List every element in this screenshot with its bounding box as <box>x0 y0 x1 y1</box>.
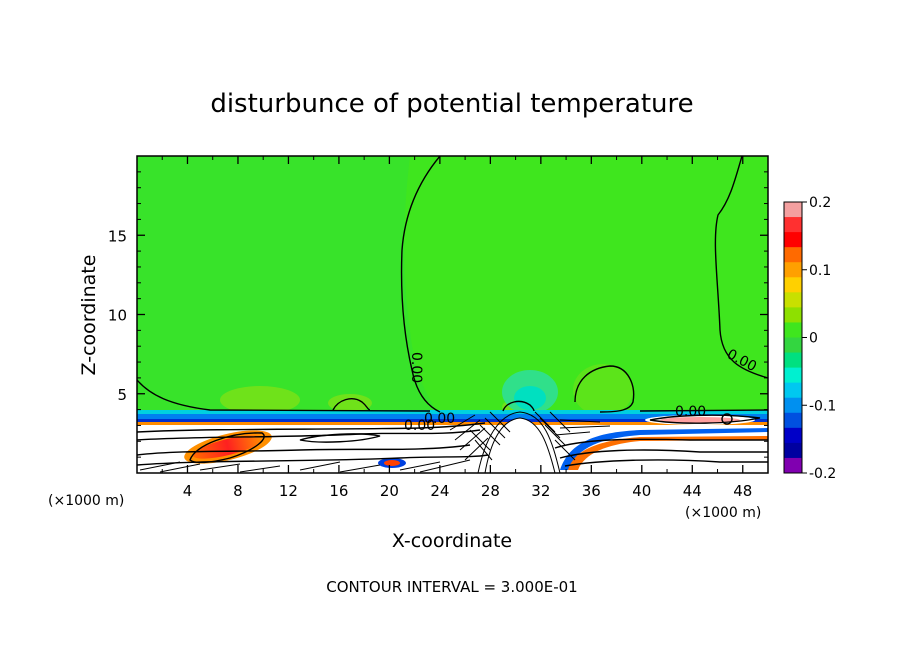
colorbar-tick-label: -0.2 <box>809 466 836 482</box>
colorbar-segment <box>784 247 802 263</box>
y-tick-label: 15 <box>108 227 127 245</box>
contour-interval-note: CONTOUR INTERVAL = 3.000E-01 <box>326 578 577 596</box>
colorbar-segment <box>784 202 802 218</box>
inversion-band <box>137 422 768 425</box>
x-tick-label: 36 <box>582 482 601 500</box>
x-tick-label: 24 <box>430 482 449 500</box>
colorbar-tick-label: 0 <box>809 331 818 347</box>
contour-left-edge <box>137 379 431 412</box>
contour-zero-right <box>714 156 768 379</box>
field-upper-region <box>137 156 440 415</box>
terrain-hill <box>485 418 555 473</box>
colorbar-segment <box>784 262 802 278</box>
contour-zero-left <box>400 156 441 413</box>
cold-blob <box>514 386 546 410</box>
inversion-band <box>137 419 768 422</box>
colorbar-segment <box>784 232 802 248</box>
warm-blob <box>573 364 633 416</box>
contour-right-lens <box>649 414 761 424</box>
x-tick-label: 40 <box>632 482 651 500</box>
warm-blob <box>220 386 300 414</box>
colorbar-segment <box>784 292 802 308</box>
colorbar-segment <box>784 457 802 474</box>
contour-boundary <box>564 459 768 467</box>
colorbar-segment <box>784 367 802 384</box>
x-tick-label: 20 <box>380 482 399 500</box>
colorbar-ticks: 0.2 0.1 0 -0.1 -0.2 <box>802 195 836 482</box>
colorbar-segment <box>784 442 802 459</box>
x-tick-label: 4 <box>183 482 193 500</box>
colorbar-tick-label: 0.2 <box>809 195 831 211</box>
colorbar-segment <box>784 397 802 414</box>
warm-blob <box>328 394 372 412</box>
contour-label: 0.00 <box>424 411 455 427</box>
contour-lines <box>137 156 768 467</box>
colorbar-segment <box>784 412 802 429</box>
chart-title: disturbunce of potential temperature <box>210 89 693 119</box>
contour-mid-right <box>639 409 768 412</box>
inversion-band <box>137 414 768 419</box>
x-tick-label: 32 <box>531 482 550 500</box>
hill-contours <box>139 411 611 473</box>
x-tick-label: 8 <box>233 482 243 500</box>
inversion-band <box>137 410 768 414</box>
x-tick-label: 48 <box>733 482 752 500</box>
contour-small-circle <box>721 413 733 425</box>
contour-boundary <box>137 454 489 466</box>
x-tick-label: 16 <box>329 482 348 500</box>
red-blob-inner <box>193 435 263 459</box>
colorbar-segment <box>784 307 802 323</box>
contour-lens <box>502 400 535 412</box>
contour-boundary <box>137 422 486 433</box>
y-tick-label: 5 <box>117 386 127 404</box>
contour-red-blob <box>189 432 265 464</box>
colorbar-segment <box>784 277 802 293</box>
colorbar-segment <box>784 217 802 233</box>
colorbar-segment <box>784 352 802 369</box>
x-tick-label: 12 <box>279 482 298 500</box>
contour-lens <box>332 398 371 411</box>
x-unit-right: (×1000 m) <box>685 505 761 521</box>
x-unit-left: (×1000 m) <box>48 493 124 509</box>
contour-label: 0.00 <box>404 418 435 434</box>
y-axis-label: Z-coordinate <box>78 255 100 376</box>
contour-boundary <box>299 433 381 443</box>
right-band <box>560 428 768 470</box>
x-axis-label: X-coordinate <box>392 530 512 552</box>
colorbar <box>784 202 802 474</box>
contour-boundary <box>559 449 768 459</box>
contour-lens <box>574 365 635 413</box>
colorbar-segment <box>784 427 802 444</box>
y-axis: 5 10 15 <box>108 171 768 458</box>
colorbar-segment <box>784 382 802 399</box>
contour-label: 0.00 <box>675 404 706 420</box>
right-warm-lens <box>660 417 740 423</box>
inversion-band <box>137 425 768 429</box>
x-axis: 4 8 12 16 20 24 28 32 36 40 44 48 <box>161 156 752 500</box>
colorbar-tick-label: -0.1 <box>809 398 836 414</box>
contour-boundary <box>554 438 768 449</box>
x-tick-label: 28 <box>481 482 500 500</box>
x-tick-label: 44 <box>683 482 702 500</box>
heatmap-field <box>137 156 768 473</box>
colorbar-segment <box>784 337 802 354</box>
contour-label: 0.00 <box>408 352 424 383</box>
colorbar-segment <box>784 322 802 338</box>
cold-spot <box>384 460 400 466</box>
contour-boundary <box>137 444 471 456</box>
y-tick-label: 10 <box>108 307 127 325</box>
colorbar-tick-label: 0.1 <box>809 263 831 279</box>
